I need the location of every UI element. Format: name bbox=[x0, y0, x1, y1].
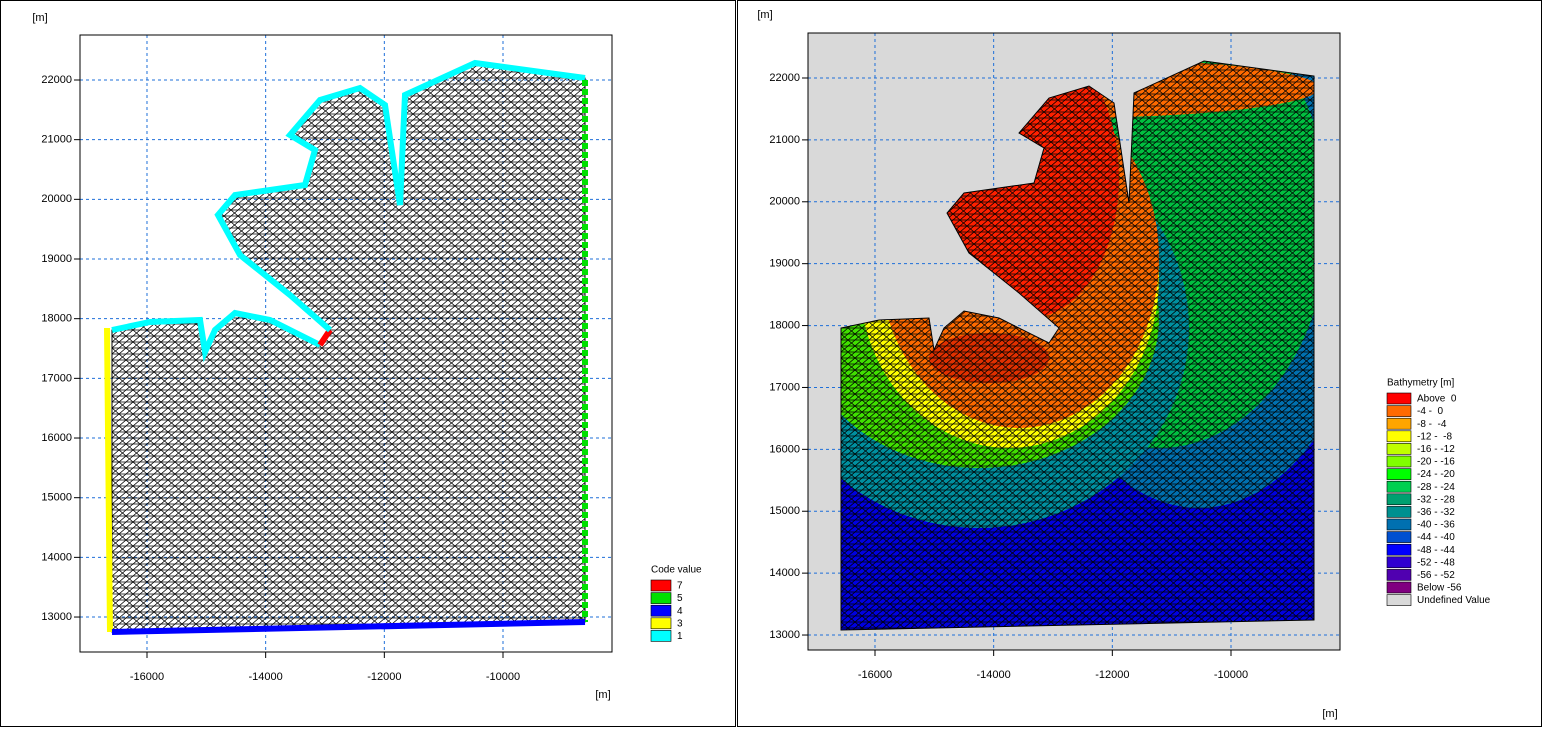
legend-label: -16 - -12 bbox=[1417, 444, 1455, 455]
legend-label: -52 - -48 bbox=[1417, 557, 1455, 568]
legend-label: Undefined Value bbox=[1417, 595, 1491, 606]
y-tick-label: 21000 bbox=[769, 134, 800, 146]
legend-swatch bbox=[1387, 595, 1411, 606]
legend-swatch bbox=[651, 580, 671, 591]
y-tick-label: 21000 bbox=[41, 134, 72, 146]
legend-swatch bbox=[1387, 519, 1411, 530]
legend-swatch bbox=[651, 605, 671, 616]
x-tick-label: -16000 bbox=[130, 671, 164, 683]
y-tick-label: 15000 bbox=[769, 505, 800, 517]
y-tick-label: 20000 bbox=[769, 196, 800, 208]
legend-swatch bbox=[651, 618, 671, 629]
legend-swatch bbox=[1387, 406, 1411, 417]
x-tick-label: -14000 bbox=[977, 669, 1011, 681]
y-axis-label: [m] bbox=[32, 12, 47, 24]
legend-title: Bathymetry [m] bbox=[1387, 378, 1454, 389]
legend-swatch bbox=[1387, 443, 1411, 454]
legend-label: -32 - -28 bbox=[1417, 494, 1455, 505]
legend-label: Above 0 bbox=[1417, 394, 1457, 405]
y-tick-label: 19000 bbox=[41, 253, 72, 265]
legend-swatch bbox=[1387, 506, 1411, 517]
legend-label: -24 - -20 bbox=[1417, 469, 1455, 480]
legend-swatch bbox=[1387, 494, 1411, 505]
x-tick-label: -16000 bbox=[858, 669, 892, 681]
legend-swatch bbox=[1387, 557, 1411, 568]
y-tick-label: 15000 bbox=[41, 492, 72, 504]
legend-label: -4 - 0 bbox=[1417, 406, 1444, 417]
y-tick-label: 13000 bbox=[769, 629, 800, 641]
legend-swatch bbox=[1387, 469, 1411, 480]
screenshot: -16000 -14000 -12000 -10000 13000 14000 15000 1… bbox=[0, 0, 1542, 727]
y-tick-label: 18000 bbox=[769, 319, 800, 331]
x-tick-label: -12000 bbox=[1095, 669, 1129, 681]
legend-swatch bbox=[651, 630, 671, 641]
legend-swatch bbox=[1387, 582, 1411, 593]
y-tick-label: 19000 bbox=[769, 258, 800, 270]
y-tick-label: 16000 bbox=[41, 432, 72, 444]
legend-swatch bbox=[1387, 569, 1411, 580]
legend-swatch bbox=[1387, 481, 1411, 492]
legend-label: -44 - -40 bbox=[1417, 532, 1455, 543]
legend-swatch bbox=[1387, 456, 1411, 467]
x-axis-label: [m] bbox=[1322, 708, 1337, 720]
y-tick-label: 22000 bbox=[769, 72, 800, 84]
legend-label: -48 - -44 bbox=[1417, 545, 1455, 556]
legend-label: -56 - -52 bbox=[1417, 570, 1455, 581]
mesh-left bbox=[107, 63, 585, 632]
x-tick-label: -10000 bbox=[1214, 669, 1248, 681]
y-tick-label: 17000 bbox=[769, 381, 800, 393]
legend-swatch bbox=[1387, 431, 1411, 442]
legend-swatch bbox=[1387, 544, 1411, 555]
legend-swatch bbox=[1387, 393, 1411, 404]
x-axis-label: [m] bbox=[595, 689, 610, 701]
y-tick-label: 20000 bbox=[41, 193, 72, 205]
y-tick-label: 16000 bbox=[769, 443, 800, 455]
legend-swatch bbox=[1387, 418, 1411, 429]
y-tick-label: 14000 bbox=[41, 551, 72, 563]
legend-label: 1 bbox=[677, 631, 683, 642]
legend-swatch bbox=[651, 593, 671, 604]
x-tick-label: -12000 bbox=[367, 671, 401, 683]
legend-label: -40 - -36 bbox=[1417, 520, 1455, 531]
legend-label: 7 bbox=[677, 581, 683, 592]
legend-label: -8 - -4 bbox=[1417, 419, 1447, 430]
legend-label: -28 - -24 bbox=[1417, 482, 1455, 493]
y-tick-label: 17000 bbox=[41, 372, 72, 384]
legend-label: 3 bbox=[677, 618, 683, 629]
y-tick-label: 14000 bbox=[769, 567, 800, 579]
y-tick-label: 13000 bbox=[41, 611, 72, 623]
x-tick-label: -14000 bbox=[249, 671, 283, 683]
y-tick-label: 18000 bbox=[41, 313, 72, 325]
legend-label: Below -56 bbox=[1417, 583, 1462, 594]
y-axis-label: [m] bbox=[757, 9, 772, 21]
x-tick-label: -10000 bbox=[486, 671, 520, 683]
legend-label: -36 - -32 bbox=[1417, 507, 1455, 518]
legend-label: -12 - -8 bbox=[1417, 431, 1452, 442]
y-tick-label: 22000 bbox=[41, 74, 72, 86]
legend-title: Code value bbox=[651, 565, 702, 576]
legend-swatch bbox=[1387, 532, 1411, 543]
legend-label: 5 bbox=[677, 593, 683, 604]
legend-label: 4 bbox=[677, 606, 683, 617]
legend-label: -20 - -16 bbox=[1417, 457, 1455, 468]
